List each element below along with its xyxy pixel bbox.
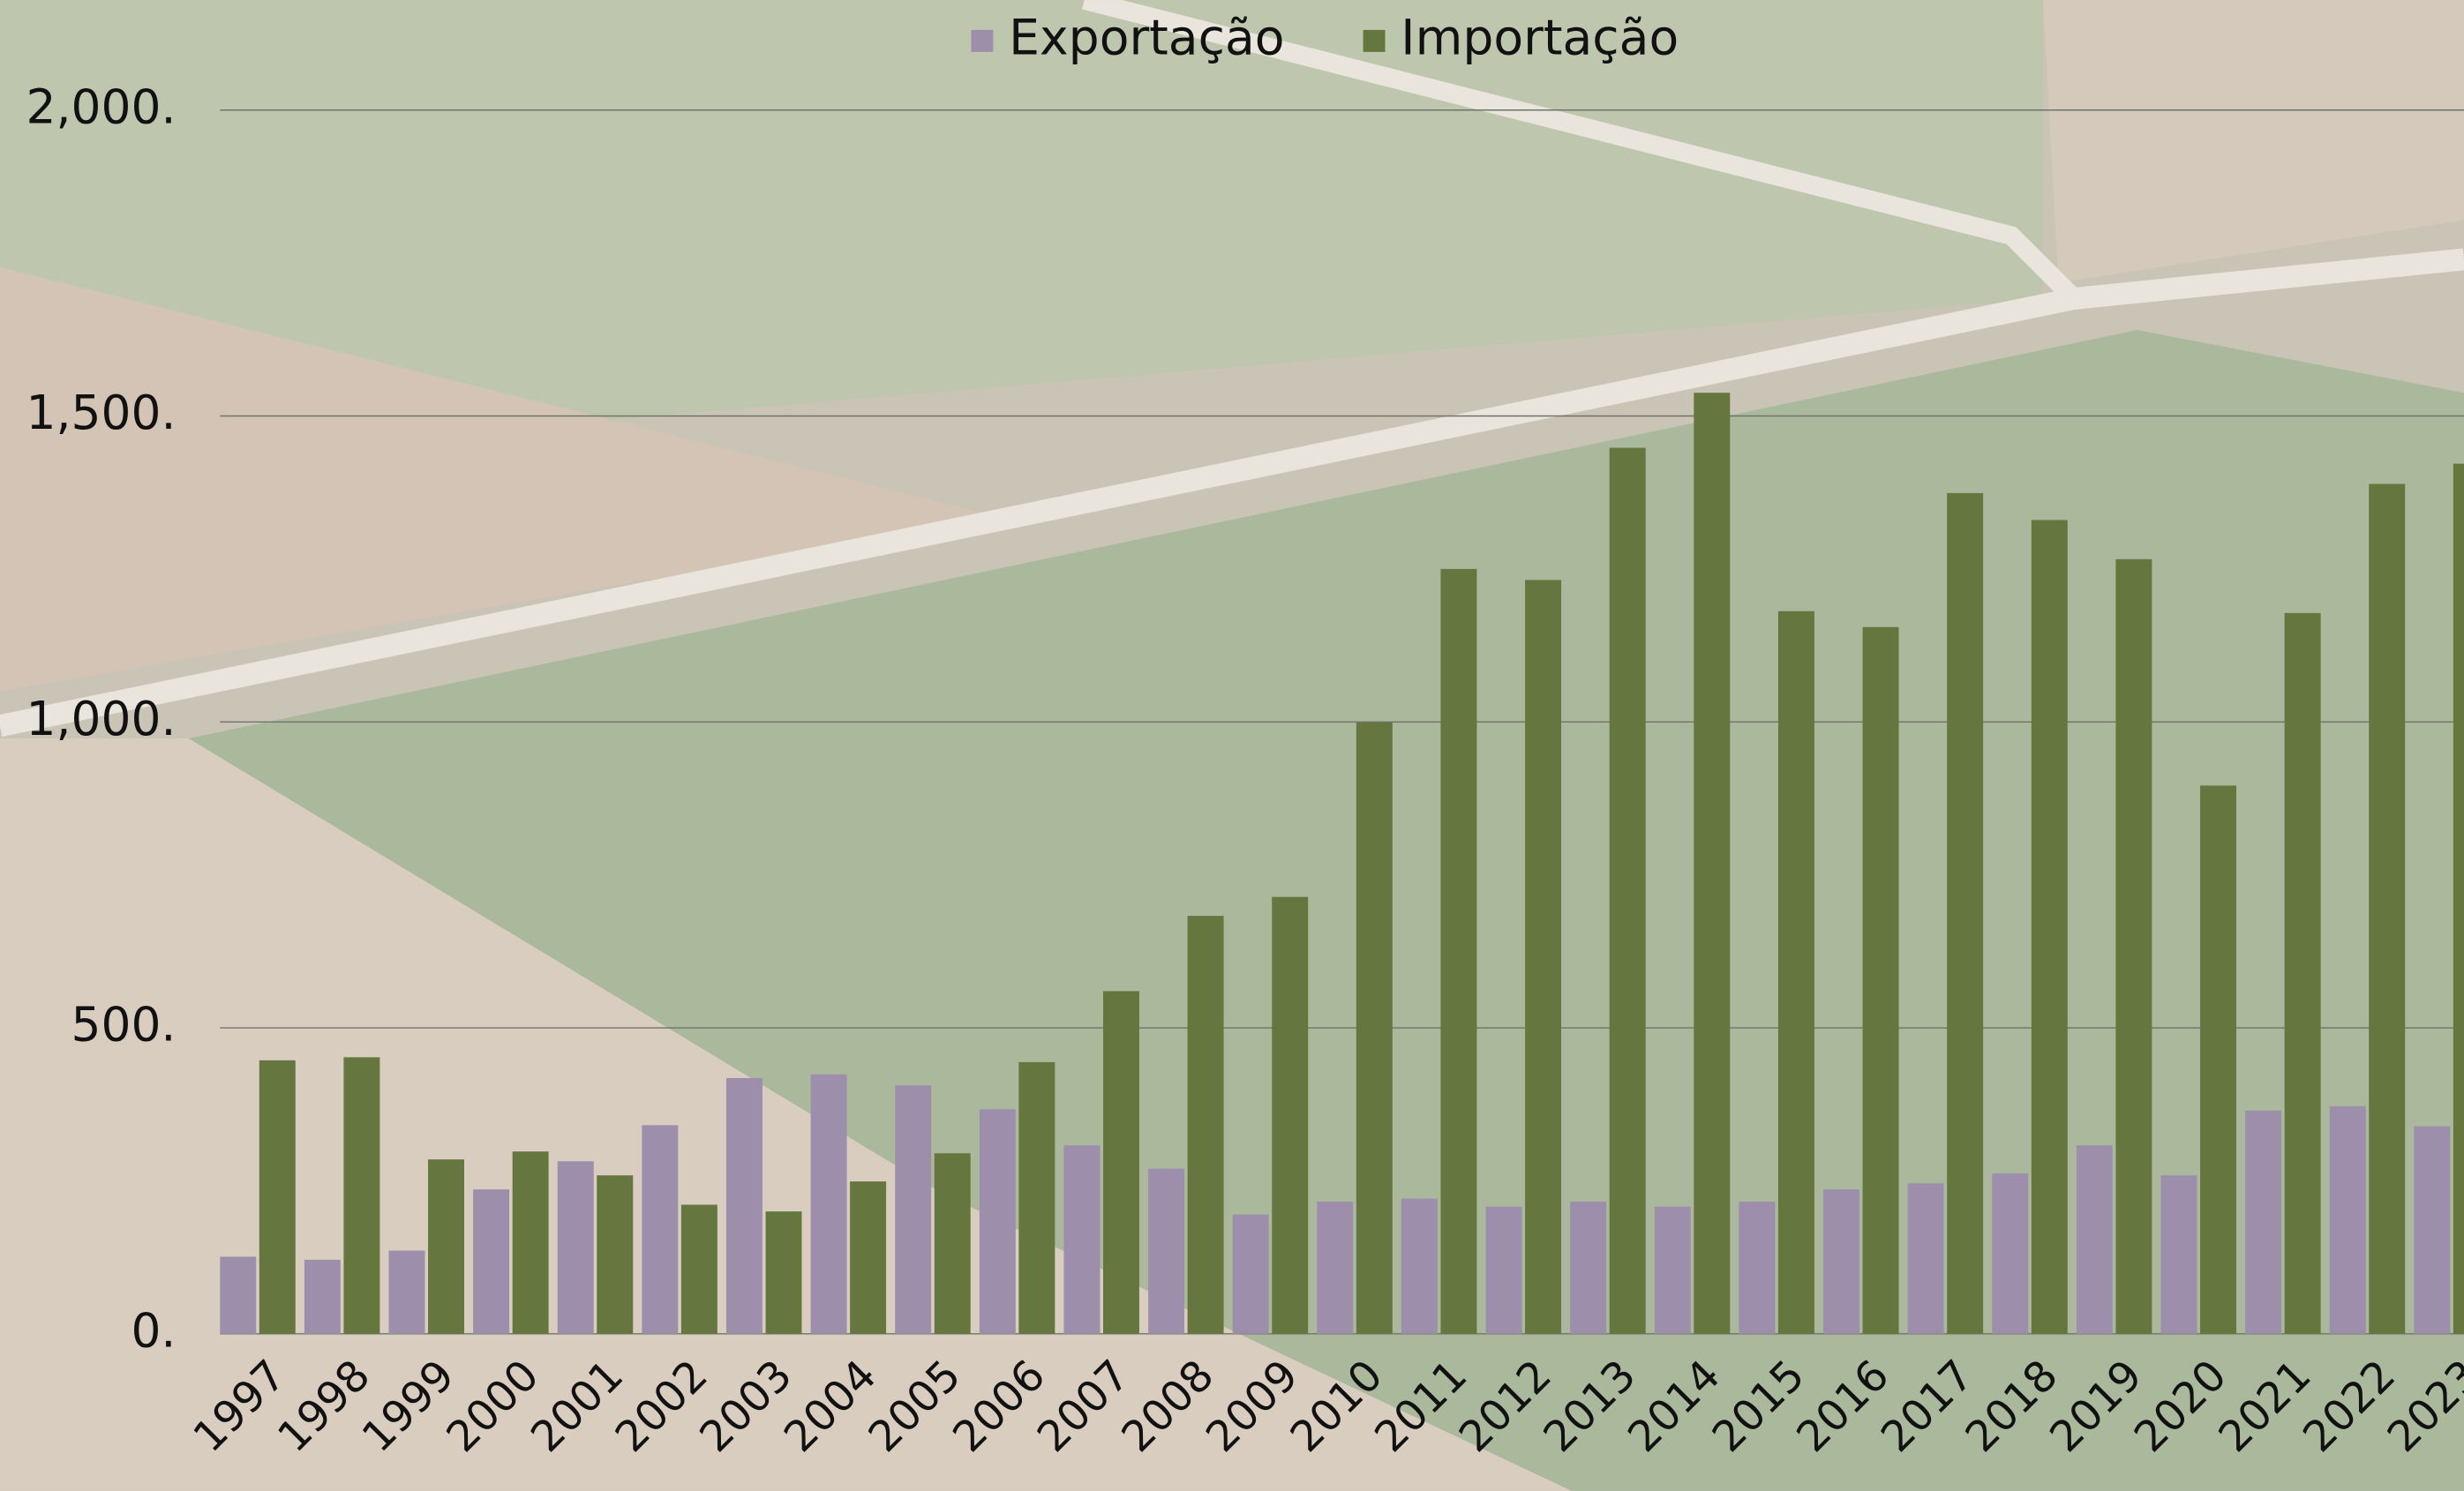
- page: {"chart_data": {"type": "bar", "categori…: [0, 0, 2464, 1491]
- bar: [766, 1211, 802, 1334]
- bar: [2161, 1175, 2197, 1334]
- bar: [1739, 1202, 1775, 1334]
- bar: [1188, 916, 1224, 1334]
- bar: [597, 1175, 633, 1334]
- bar: [473, 1189, 509, 1334]
- bar: [1908, 1183, 1944, 1334]
- y-tick-label: 500.: [71, 997, 177, 1053]
- bar: [2285, 613, 2321, 1334]
- bar: [1525, 580, 1561, 1333]
- bar: [1863, 627, 1899, 1334]
- bar: [1063, 1145, 1100, 1334]
- bar: [259, 1060, 296, 1334]
- bar: [642, 1125, 678, 1334]
- bar: [1401, 1199, 1438, 1334]
- bar: [343, 1057, 379, 1333]
- bar: [2077, 1145, 2113, 1334]
- bar: [2330, 1106, 2366, 1334]
- bar: [1103, 991, 1139, 1333]
- bar: [1694, 393, 1730, 1334]
- bar: [304, 1260, 341, 1334]
- bar: [1018, 1062, 1055, 1334]
- bar: [1272, 897, 1308, 1334]
- bar: [895, 1085, 931, 1334]
- bar: [389, 1251, 425, 1334]
- bar: [681, 1205, 717, 1334]
- bar: [2245, 1111, 2281, 1334]
- bar: [2414, 1127, 2450, 1334]
- bar: [2200, 785, 2236, 1333]
- legend-label: Importação: [1401, 11, 1679, 67]
- bar: [935, 1153, 971, 1334]
- bar: [513, 1151, 549, 1334]
- bar: [1356, 723, 1393, 1334]
- bar: [1992, 1173, 2028, 1334]
- bar: [1778, 611, 1814, 1334]
- y-tick-label: 0.: [131, 1302, 176, 1358]
- legend-swatch: [971, 30, 993, 52]
- bar: [1655, 1207, 1691, 1334]
- bar: [2115, 559, 2152, 1334]
- y-tick-label: 1,000.: [26, 691, 177, 746]
- bar: [428, 1159, 464, 1334]
- bar: [1570, 1202, 1606, 1334]
- bar: [850, 1181, 886, 1334]
- bar: [726, 1078, 762, 1334]
- bar: [1486, 1207, 1522, 1334]
- bar: [1148, 1169, 1184, 1334]
- legend-swatch: [1363, 30, 1386, 52]
- bar: [1440, 569, 1476, 1334]
- bar: [1610, 448, 1646, 1334]
- bar: [1233, 1215, 1269, 1334]
- bar: [980, 1109, 1016, 1334]
- bar: [2453, 464, 2464, 1334]
- bar: [558, 1161, 594, 1334]
- chart: 0.500.1,000.1,500.2,000.1997199819992000…: [0, 0, 2464, 1491]
- bar: [220, 1256, 256, 1333]
- bar: [2032, 520, 2068, 1333]
- y-tick-label: 1,500.: [26, 385, 177, 440]
- bar: [811, 1075, 847, 1334]
- bar: [1823, 1189, 1859, 1334]
- bar: [2369, 484, 2405, 1334]
- legend-label: Exportação: [1009, 11, 1284, 67]
- y-tick-label: 2,000.: [26, 79, 177, 134]
- bar: [1317, 1202, 1353, 1334]
- bar: [1947, 493, 1983, 1334]
